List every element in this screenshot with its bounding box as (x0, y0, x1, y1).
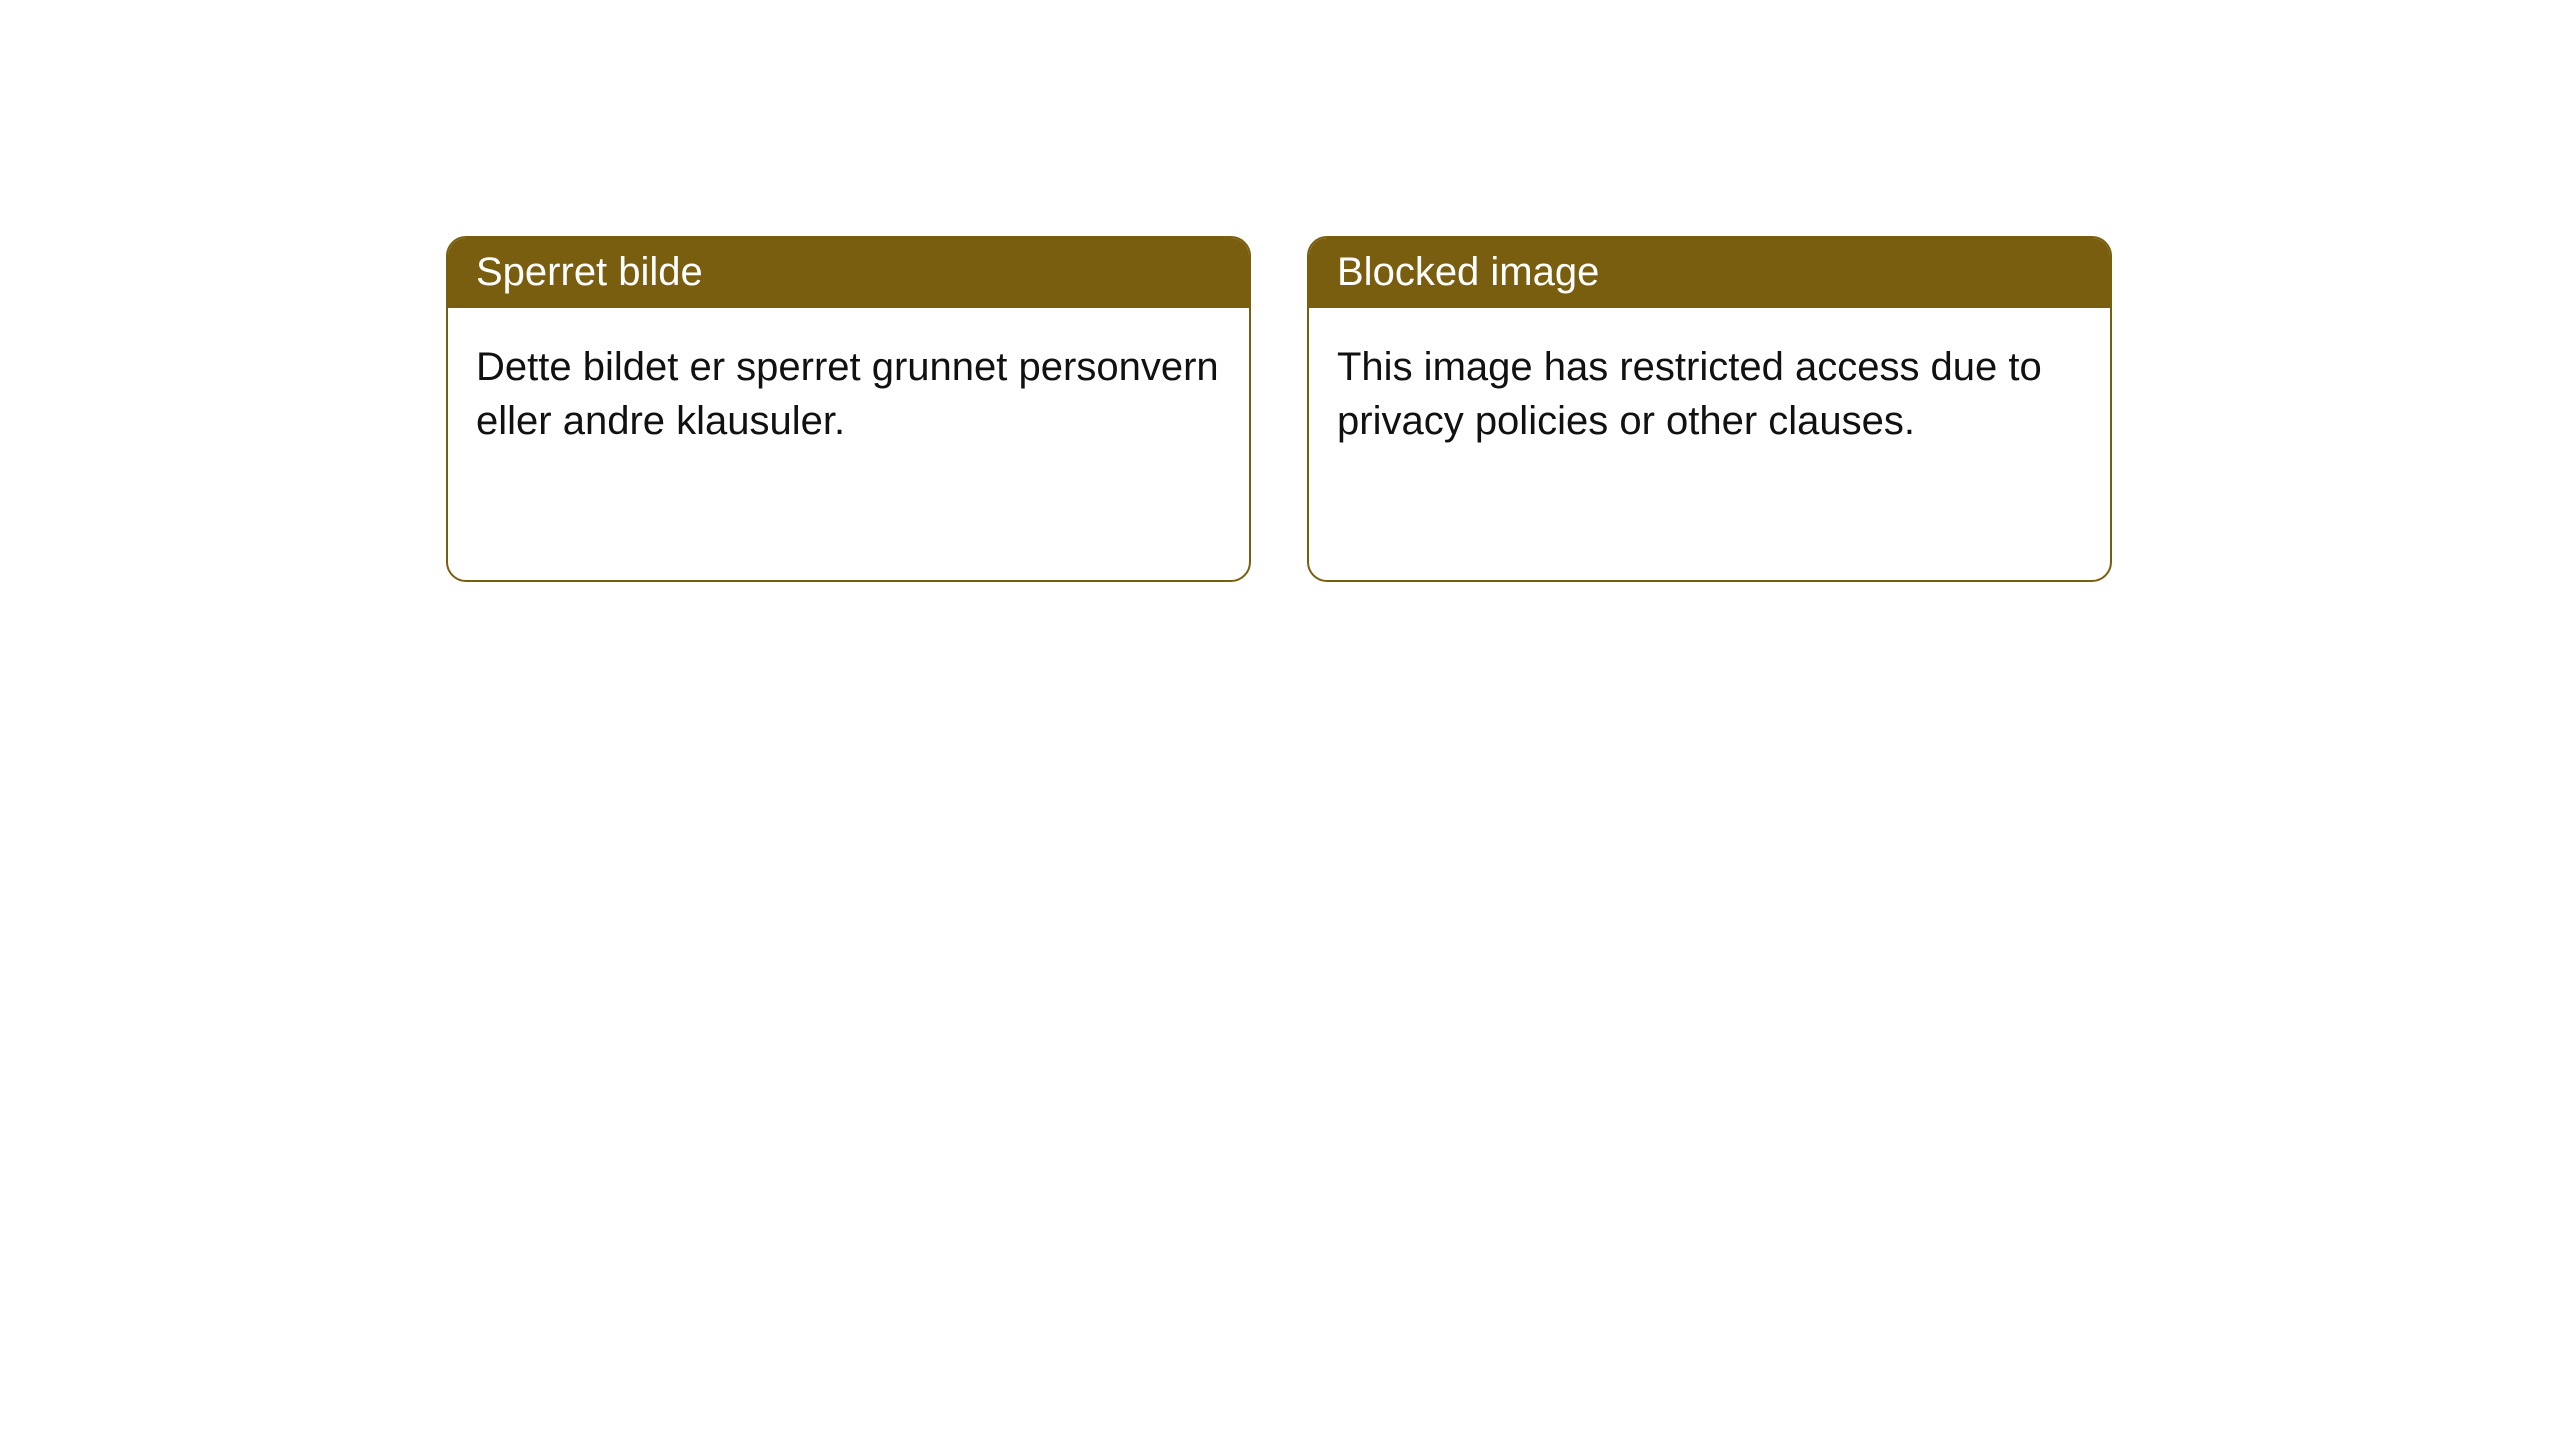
notice-title-norwegian: Sperret bilde (448, 238, 1249, 308)
notice-card-norwegian: Sperret bilde Dette bildet er sperret gr… (446, 236, 1251, 582)
notice-card-english: Blocked image This image has restricted … (1307, 236, 2112, 582)
notice-body-norwegian: Dette bildet er sperret grunnet personve… (448, 308, 1249, 580)
notice-body-english: This image has restricted access due to … (1309, 308, 2110, 580)
notice-title-english: Blocked image (1309, 238, 2110, 308)
blocked-image-notice-container: Sperret bilde Dette bildet er sperret gr… (446, 236, 2112, 582)
